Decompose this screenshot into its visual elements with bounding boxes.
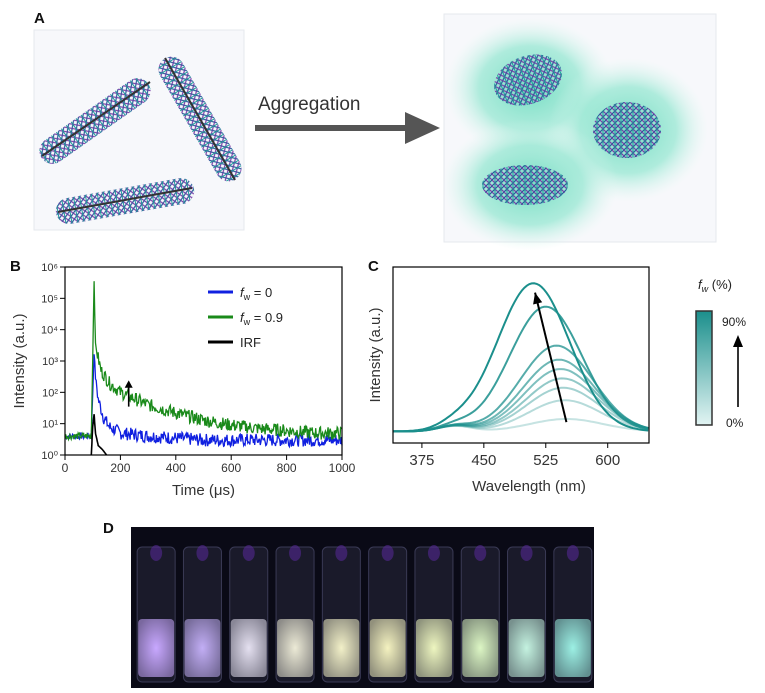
vial-reflection-4: [289, 545, 302, 561]
x-axis-label: Time (μs): [172, 482, 235, 499]
legend-label-2: IRF: [240, 335, 261, 350]
bottlebrush-polymer-2: [158, 56, 242, 182]
vial-solution-1: [138, 619, 175, 677]
y-tick-label-4: 10⁴: [41, 325, 58, 337]
x-tick-label-2: 400: [166, 461, 186, 475]
x-tick-label-3: 600: [595, 452, 620, 469]
x-tick-label-1: 200: [110, 461, 130, 475]
vial-reflection-3: [242, 545, 255, 561]
x-axis-label: Wavelength (nm): [472, 478, 586, 495]
vial-solution-5: [323, 619, 360, 677]
colorbar-min-label: 0%: [726, 416, 744, 430]
aggregation-label: Aggregation: [258, 94, 360, 115]
aggregated-polymer-1: [494, 54, 562, 106]
x-tick-label-4: 800: [277, 461, 297, 475]
spectrum-line-6: [393, 358, 649, 433]
colorbar: [695, 310, 713, 426]
panel-a-illustration: Aggregation: [33, 13, 717, 251]
aggregated-polymer-2: [593, 102, 661, 158]
annotation-arrow-head: [124, 380, 133, 388]
vial-solution-10: [554, 619, 591, 677]
y-tick-label-1: 10¹: [42, 419, 58, 431]
decay-chart: 0 200 400 600 800 1000 10⁰ 10¹ 10² 10³ 10⁴ 10⁵ 10⁶ Ti…: [11, 262, 356, 499]
x-tick-label-5: 1000: [329, 461, 356, 475]
vial-reflection-7: [427, 545, 440, 561]
y-axis-label: Intensity (a.u.): [367, 307, 384, 402]
x-tick-label-3: 600: [221, 461, 241, 475]
vials-photo: [131, 527, 594, 688]
vial-solution-2: [184, 619, 221, 677]
y-axis-label: Intensity (a.u.): [11, 313, 28, 408]
vial-reflection-2: [196, 545, 209, 561]
y-tick-label-2: 10²: [42, 387, 58, 399]
series-line-2: [64, 281, 343, 442]
y-tick-label-0: 10⁰: [41, 450, 58, 462]
legend-label-1: fw = 0.9: [240, 310, 283, 327]
spectrum-line-8: [393, 305, 649, 433]
vial-reflection-1: [150, 545, 163, 561]
series-line-3: [90, 414, 108, 456]
y-tick-label-6: 10⁶: [41, 262, 58, 274]
panel-c-letter: C: [368, 258, 379, 275]
plot-frame: [392, 266, 650, 444]
x-tick-label-1: 450: [471, 452, 496, 469]
vial-reflection-6: [381, 545, 394, 561]
vial-reflection-10: [566, 545, 579, 561]
bottlebrush-polymer-1: [39, 78, 151, 164]
x-tick-label-0: 0: [62, 461, 69, 475]
x-tick-label-2: 525: [533, 452, 558, 469]
colorbar-arrow-head: [733, 335, 743, 347]
vial-reflection-5: [335, 545, 348, 561]
spectrum-line-7: [393, 344, 649, 433]
vial-solution-8: [462, 619, 499, 677]
aggregated-polymer-3: [482, 165, 568, 205]
vial-solution-9: [508, 619, 545, 677]
vial-solution-3: [230, 619, 267, 677]
series-line-1: [64, 354, 343, 449]
vial-solution-4: [277, 619, 314, 677]
annotation-arrow-shaft: [534, 292, 568, 423]
colorbar-title: fw (%): [698, 277, 732, 294]
emission-chart: 375 450 525 600 Wavelength (nm) Intensity (a.…: [367, 266, 746, 495]
panel-d-letter: D: [103, 520, 114, 537]
annotation-arrow-head: [533, 292, 543, 305]
y-tick-label-5: 10⁵: [41, 293, 58, 305]
x-tick-label-0: 375: [409, 452, 434, 469]
legend-label-0: fw = 0: [240, 285, 272, 302]
panel-a-letter: A: [34, 10, 45, 27]
colorbar-max-label: 90%: [722, 315, 746, 329]
vial-reflection-9: [520, 545, 533, 561]
spectrum-line-9: [392, 282, 649, 433]
panel-b-letter: B: [10, 258, 21, 275]
aggregation-arrow: [255, 112, 440, 144]
bottlebrush-polymer-3: [55, 178, 195, 224]
y-tick-label-3: 10³: [42, 356, 58, 368]
vial-solution-6: [369, 619, 406, 677]
vial-reflection-8: [474, 545, 487, 561]
vial-solution-7: [415, 619, 452, 677]
